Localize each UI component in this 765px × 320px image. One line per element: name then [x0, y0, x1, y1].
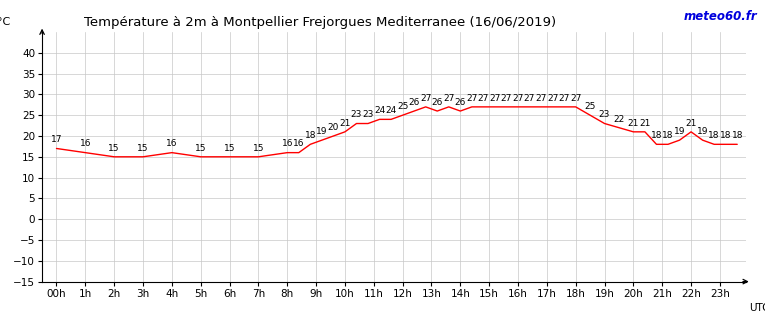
Text: 23: 23: [363, 110, 374, 119]
Text: 18: 18: [662, 131, 674, 140]
Text: 18: 18: [731, 131, 743, 140]
Text: 27: 27: [558, 94, 570, 103]
Text: 19: 19: [674, 127, 685, 136]
Text: 25: 25: [584, 102, 596, 111]
Text: 15: 15: [137, 144, 148, 153]
Text: 27: 27: [524, 94, 536, 103]
Text: 18: 18: [720, 131, 731, 140]
Text: 27: 27: [570, 94, 581, 103]
Text: 22: 22: [614, 115, 624, 124]
Text: meteo60.fr: meteo60.fr: [684, 10, 757, 23]
Text: 18: 18: [304, 131, 316, 140]
Text: 27: 27: [466, 94, 477, 103]
Text: 24: 24: [374, 106, 386, 115]
Text: 16: 16: [166, 140, 177, 148]
Text: 21: 21: [640, 119, 650, 128]
Text: 21: 21: [685, 119, 697, 128]
Text: 16: 16: [293, 140, 304, 148]
Text: 27: 27: [536, 94, 547, 103]
Text: 27: 27: [477, 94, 489, 103]
Text: 15: 15: [109, 144, 120, 153]
Text: 27: 27: [513, 94, 524, 103]
Text: 26: 26: [409, 98, 420, 107]
Text: 23: 23: [599, 110, 610, 119]
Text: UTC: UTC: [750, 303, 765, 313]
Text: 18: 18: [651, 131, 662, 140]
Text: 19: 19: [697, 127, 708, 136]
Text: 15: 15: [195, 144, 207, 153]
Text: °C: °C: [0, 17, 10, 27]
Text: 25: 25: [397, 102, 409, 111]
Text: 16: 16: [282, 140, 293, 148]
Text: 20: 20: [327, 123, 339, 132]
Text: 21: 21: [339, 119, 350, 128]
Text: Température à 2m à Montpellier Frejorgues Mediterranee (16/06/2019): Température à 2m à Montpellier Frejorgue…: [84, 16, 556, 29]
Text: 26: 26: [431, 98, 443, 107]
Text: 24: 24: [386, 106, 397, 115]
Text: 27: 27: [420, 94, 431, 103]
Text: 27: 27: [443, 94, 454, 103]
Text: 27: 27: [547, 94, 558, 103]
Text: 19: 19: [316, 127, 327, 136]
Text: 26: 26: [454, 98, 466, 107]
Text: 27: 27: [501, 94, 512, 103]
Text: 18: 18: [708, 131, 720, 140]
Text: 21: 21: [628, 119, 639, 128]
Text: 27: 27: [490, 94, 500, 103]
Text: 15: 15: [252, 144, 264, 153]
Text: 17: 17: [50, 135, 62, 144]
Text: 16: 16: [80, 140, 91, 148]
Text: 23: 23: [351, 110, 362, 119]
Text: 15: 15: [224, 144, 236, 153]
